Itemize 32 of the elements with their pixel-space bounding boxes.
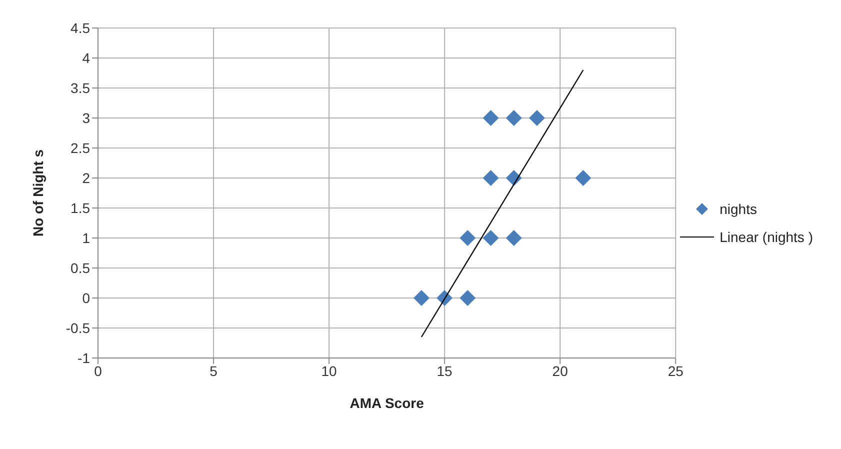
y-tick-label: -0.5 (66, 320, 90, 336)
y-axis-title: No of Night s (30, 149, 46, 237)
point (575, 170, 592, 186)
x-tick-label: 10 (321, 362, 338, 379)
y-tick-label: 2 (82, 170, 90, 186)
legend-label: Linear (nights ) (720, 229, 813, 245)
point (482, 110, 499, 126)
y-tick-label: 2.5 (70, 140, 90, 156)
y-tick-label: 0.5 (70, 260, 90, 276)
point (482, 170, 499, 186)
x-tick-label: 25 (668, 362, 684, 379)
y-tick-label: 3 (82, 110, 90, 126)
x-tick-label: 0 (94, 362, 102, 379)
point (460, 230, 476, 246)
x-tick-label: 5 (210, 362, 218, 379)
point (413, 290, 430, 306)
y-tick-label: 1.5 (70, 200, 90, 216)
point (506, 110, 522, 126)
y-tick-label: 3.5 (70, 80, 90, 96)
y-tick-label: 1 (82, 230, 90, 246)
x-axis-title: AMA Score (350, 395, 424, 411)
point (506, 230, 522, 246)
point (482, 230, 499, 246)
y-tick-label: -1 (78, 350, 90, 366)
point (460, 290, 476, 306)
y-tick-label: 4 (82, 50, 90, 66)
x-tick-label: 15 (436, 362, 453, 379)
point (528, 110, 545, 126)
legend-label: nights (720, 201, 757, 217)
y-tick-label: 0 (82, 290, 90, 306)
y-tick-label: 4.5 (70, 20, 90, 36)
x-tick-label: 20 (552, 362, 568, 379)
